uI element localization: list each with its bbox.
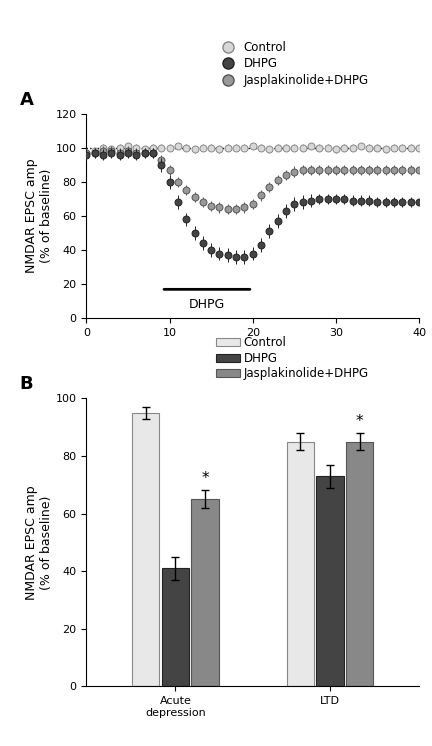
- Y-axis label: NMDAR EPSC amp
(% of baseline): NMDAR EPSC amp (% of baseline): [25, 159, 53, 273]
- Text: B: B: [20, 374, 34, 392]
- Bar: [132, 413, 159, 686]
- Bar: [346, 442, 373, 686]
- Bar: [316, 476, 344, 686]
- Bar: [162, 568, 189, 686]
- Y-axis label: NMDAR EPSC amp
(% of baseline): NMDAR EPSC amp (% of baseline): [25, 485, 53, 600]
- Text: *: *: [201, 471, 209, 486]
- Legend: Control, DHPG, Jasplakinolide+DHPG: Control, DHPG, Jasplakinolide+DHPG: [212, 37, 374, 92]
- Bar: [191, 499, 219, 686]
- Bar: [287, 442, 314, 686]
- Text: *: *: [356, 413, 364, 429]
- Text: A: A: [20, 92, 34, 110]
- Text: DHPG: DHPG: [189, 298, 225, 311]
- Legend: Control, DHPG, Jasplakinolide+DHPG: Control, DHPG, Jasplakinolide+DHPG: [212, 332, 374, 385]
